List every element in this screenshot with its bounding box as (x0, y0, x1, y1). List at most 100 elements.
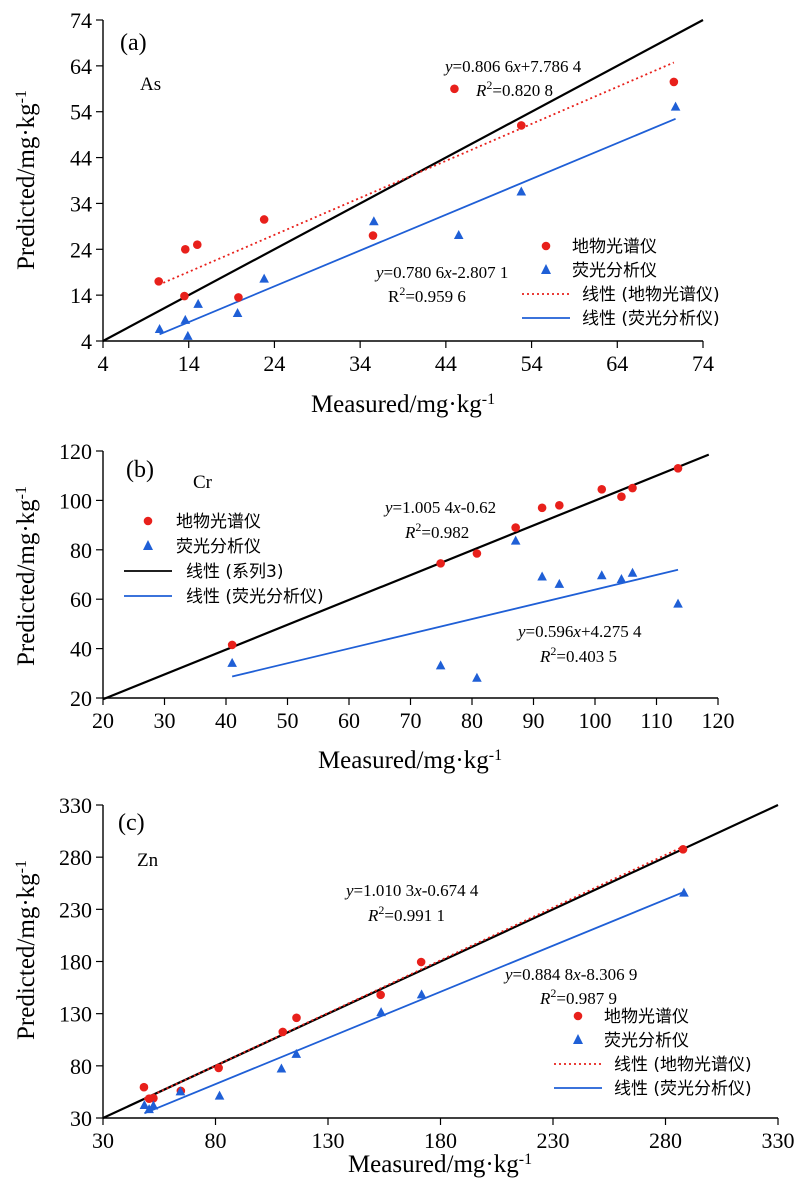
trendline-0 (158, 61, 675, 286)
identity-line (102, 19, 704, 342)
data-point-series1-7 (616, 573, 627, 583)
trendline-1 (159, 117, 676, 336)
legend-swatch (541, 264, 551, 274)
y-tick-label: 120 (59, 439, 92, 464)
data-point-series0-6 (292, 1013, 301, 1023)
y-axis-label: Predicted/mg·kg-1 (13, 860, 41, 1040)
y-tick-label: 180 (59, 950, 92, 975)
x-tick-label: 30 (92, 1128, 114, 1153)
legend-label: 线性 (荧光分析仪) (614, 1079, 752, 1099)
chart-panel-cr: 20 30 40 50 60 70 80 90 100 110 120 20 40 60 80 100 120 M… (13, 439, 735, 774)
data-point-series0-3 (511, 523, 520, 532)
data-point-series0-8 (416, 957, 426, 967)
y-tick-label: 100 (59, 488, 92, 513)
y-tick-label: 40 (70, 637, 92, 662)
data-point-series1-0 (227, 657, 237, 667)
x-axis-label: Measured/mg·kg-1 (348, 1151, 532, 1179)
panel-label: (a) (120, 30, 147, 56)
data-point-series1-2 (183, 330, 193, 340)
y-tick-label: 230 (59, 897, 92, 922)
legend-swatch (573, 1011, 583, 1021)
x-tick-label: 330 (762, 1128, 795, 1153)
data-point-series1-2 (472, 672, 482, 682)
data-point-series0-1 (436, 559, 445, 568)
annotation-eq2: y=0.884 8x-8.306 9 (503, 965, 637, 984)
y-tick-label: 280 (59, 845, 92, 870)
x-tick-label: 60 (338, 708, 360, 733)
data-point-series0-7 (450, 84, 459, 94)
annotation-eq2: y=0.596x+4.275 4 (516, 622, 642, 641)
legend-label: 线性 (系列3) (186, 562, 283, 582)
x-tick-label: 24 (263, 351, 285, 376)
panel-label: (b) (126, 457, 154, 483)
legend-label: 荧光分析仪 (176, 537, 261, 557)
element-label: Zn (137, 850, 159, 871)
data-point-series0-0 (139, 1082, 149, 1092)
trendline-0 (102, 453, 710, 701)
data-point-series1-3 (193, 298, 203, 308)
data-point-series0-2 (472, 549, 482, 558)
y-tick-label: 74 (70, 8, 92, 33)
legend-swatch (143, 516, 153, 526)
data-point-series1-0 (154, 324, 165, 334)
x-tick-label: 80 (205, 1128, 227, 1153)
annotation-eq2: y=0.780 6x-2.807 1 (374, 263, 508, 282)
data-point-series1-5 (276, 1063, 287, 1073)
annotation-r2: R2=0.987 9 (539, 986, 617, 1008)
annotation-eq1: y=0.806 6x+7.786 4 (443, 57, 582, 76)
x-tick-label: 40 (215, 708, 237, 733)
x-tick-label: 54 (521, 351, 543, 376)
legend-label: 地物光谱仪 (604, 1007, 689, 1027)
data-point-series0-5 (259, 215, 269, 224)
x-tick-label: 110 (640, 708, 672, 733)
y-tick-label: 330 (59, 793, 92, 818)
data-point-series0-4 (537, 503, 547, 513)
y-tick-label: 64 (70, 54, 92, 79)
x-tick-label: 120 (702, 708, 735, 733)
data-point-series1-5 (554, 578, 565, 588)
data-point-series1-9 (673, 598, 683, 608)
x-tick-label: 30 (154, 708, 176, 733)
x-tick-label: 14 (178, 351, 200, 376)
element-label: Cr (193, 472, 213, 493)
data-point-series0-8 (628, 483, 637, 493)
x-tick-label: 34 (349, 351, 371, 376)
y-tick-label: 30 (70, 1106, 92, 1131)
y-axis-label: Predicted/mg·kg-1 (13, 90, 41, 270)
data-point-series1-8 (627, 567, 638, 577)
data-point-series0-2 (180, 291, 189, 301)
y-tick-label: 54 (70, 100, 92, 125)
data-point-series1-8 (516, 186, 527, 196)
y-tick-label: 14 (70, 283, 92, 308)
data-point-series0-4 (234, 293, 243, 302)
x-tick-label: 74 (692, 351, 714, 376)
y-tick-label: 60 (70, 587, 92, 612)
data-point-series1-5 (259, 273, 269, 283)
data-point-series1-9 (679, 887, 689, 897)
data-point-series0-6 (368, 231, 378, 240)
y-tick-label: 80 (70, 1054, 92, 1079)
trendline-1 (231, 568, 679, 678)
data-point-series1-7 (376, 1007, 386, 1017)
annotation-eq1: y=1.010 3x-0.674 4 (344, 881, 479, 900)
data-point-series0-4 (214, 1063, 223, 1073)
data-point-series1-6 (291, 1048, 302, 1058)
y-tick-label: 44 (70, 146, 92, 171)
legend-label: 线性 (地物光谱仪) (614, 1055, 752, 1075)
data-point-series0-2 (149, 1093, 158, 1103)
panel-label: (c) (118, 810, 145, 836)
data-point-series1-2 (148, 1100, 159, 1110)
x-tick-label: 44 (435, 351, 457, 376)
legend-label: 地物光谱仪 (572, 237, 657, 257)
legend-label: 荧光分析仪 (572, 261, 657, 281)
x-tick-label: 64 (606, 351, 628, 376)
data-point-series0-9 (673, 463, 683, 473)
x-tick-label: 70 (400, 708, 422, 733)
data-point-series0-5 (555, 501, 564, 510)
y-tick-label: 34 (70, 191, 92, 216)
trendline-0 (143, 845, 684, 1101)
data-point-series1-0 (139, 1099, 150, 1109)
